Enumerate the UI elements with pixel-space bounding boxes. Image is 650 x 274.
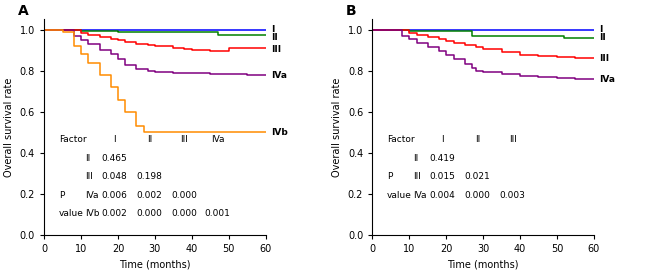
X-axis label: Time (months): Time (months) bbox=[119, 260, 190, 270]
X-axis label: Time (months): Time (months) bbox=[447, 260, 519, 270]
Text: P: P bbox=[387, 172, 393, 181]
Text: I: I bbox=[441, 135, 444, 144]
Text: III: III bbox=[599, 54, 610, 63]
Text: A: A bbox=[18, 4, 29, 18]
Text: II: II bbox=[271, 33, 278, 42]
Text: III: III bbox=[84, 172, 93, 181]
Text: IVa: IVa bbox=[211, 135, 224, 144]
Text: I: I bbox=[271, 25, 275, 34]
Text: 0.006: 0.006 bbox=[101, 191, 127, 200]
Text: III: III bbox=[271, 45, 281, 54]
Text: 0.015: 0.015 bbox=[430, 172, 456, 181]
Text: I: I bbox=[599, 25, 603, 34]
Text: 0.021: 0.021 bbox=[465, 172, 490, 181]
Text: III: III bbox=[181, 135, 188, 144]
Text: II: II bbox=[475, 135, 480, 144]
Text: 0.002: 0.002 bbox=[136, 191, 162, 200]
Text: 0.000: 0.000 bbox=[136, 209, 162, 218]
Text: IVb: IVb bbox=[271, 128, 288, 137]
Text: 0.419: 0.419 bbox=[430, 154, 456, 163]
Text: 0.002: 0.002 bbox=[101, 209, 127, 218]
Text: 0.000: 0.000 bbox=[465, 191, 491, 200]
Text: 0.000: 0.000 bbox=[172, 191, 198, 200]
Text: Factor: Factor bbox=[59, 135, 86, 144]
Text: value: value bbox=[387, 191, 412, 200]
Text: Factor: Factor bbox=[387, 135, 415, 144]
Text: IVa: IVa bbox=[84, 191, 98, 200]
Text: IVb: IVb bbox=[84, 209, 99, 218]
Text: III: III bbox=[509, 135, 517, 144]
Text: 0.000: 0.000 bbox=[172, 209, 198, 218]
Y-axis label: Overall survival rate: Overall survival rate bbox=[4, 78, 14, 177]
Text: B: B bbox=[346, 4, 356, 18]
Text: IVa: IVa bbox=[271, 71, 287, 79]
Text: 0.001: 0.001 bbox=[205, 209, 231, 218]
Text: II: II bbox=[147, 135, 152, 144]
Text: II: II bbox=[413, 154, 418, 163]
Text: 0.003: 0.003 bbox=[500, 191, 526, 200]
Y-axis label: Overall survival rate: Overall survival rate bbox=[332, 78, 343, 177]
Text: III: III bbox=[413, 172, 421, 181]
Text: P: P bbox=[59, 191, 64, 200]
Text: 0.048: 0.048 bbox=[101, 172, 127, 181]
Text: IVa: IVa bbox=[413, 191, 426, 200]
Text: II: II bbox=[599, 33, 606, 42]
Text: II: II bbox=[84, 154, 90, 163]
Text: 0.198: 0.198 bbox=[136, 172, 162, 181]
Text: IVa: IVa bbox=[599, 75, 616, 84]
Text: I: I bbox=[113, 135, 116, 144]
Text: 0.004: 0.004 bbox=[430, 191, 456, 200]
Text: 0.465: 0.465 bbox=[101, 154, 127, 163]
Text: value: value bbox=[59, 209, 84, 218]
